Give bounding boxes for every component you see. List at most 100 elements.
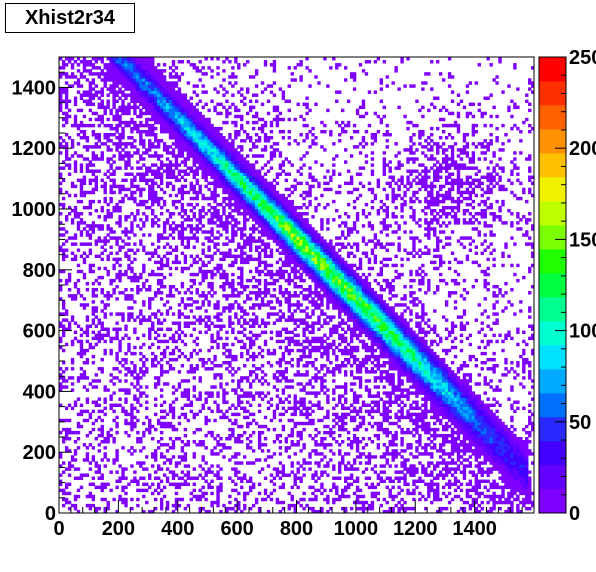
heatmap-cell [151,452,155,456]
heatmap-cell [246,294,250,298]
heatmap-cell [444,373,449,377]
heatmap-cell [210,294,214,298]
heatmap-cell [379,303,383,307]
heatmap-cell [382,409,386,414]
heatmap-cell [394,275,398,280]
heatmap-cell [284,291,288,295]
heatmap-cell [314,285,318,289]
heatmap-cell [121,467,125,471]
heatmap-cell [439,373,443,377]
heatmap-cell [388,400,392,404]
heatmap-cell [302,373,306,377]
heatmap-cell [281,370,286,374]
heatmap-cell [456,467,461,471]
heatmap-cell [510,388,514,392]
heatmap-cell [468,397,473,401]
heatmap-cell [391,391,395,395]
heatmap-cell [346,285,351,289]
heatmap-cell [305,354,309,359]
heatmap-cell [70,388,75,392]
heatmap-cell [400,379,404,383]
heatmap-cell [388,345,392,350]
heatmap-cell [317,348,321,353]
heatmap-cell [213,376,217,380]
heatmap-cell [148,430,152,435]
heatmap-cell [183,391,188,395]
heatmap-cell [382,306,386,310]
heatmap-cell [237,281,241,286]
heatmap-cell [433,400,437,404]
heatmap-cell [433,430,437,435]
heatmap-cell [156,421,161,426]
heatmap-cell [468,403,473,407]
heatmap-cell [436,488,440,493]
heatmap-cell [430,351,434,356]
heatmap-cell [397,321,401,325]
heatmap-cell [210,485,214,490]
heatmap-cell [367,437,372,441]
heatmap-cell [453,345,458,350]
heatmap-cell [483,437,487,441]
heatmap-cell [456,494,461,499]
heatmap-cell [299,318,303,322]
heatmap-cell [260,430,265,435]
heatmap-cell [287,309,291,313]
heatmap-cell [317,285,321,289]
heatmap-cell [246,479,250,483]
heatmap-cell [308,291,312,295]
heatmap-cell [79,424,84,429]
heatmap-cell [136,278,140,283]
heatmap-cell [293,476,297,480]
heatmap-cell [338,370,342,374]
heatmap-cell [358,506,363,511]
heatmap-cell [314,336,318,341]
heatmap-cell [385,306,389,310]
heatmap-cell [424,379,428,383]
heatmap-cell [263,321,268,325]
heatmap-cell [287,272,291,277]
heatmap-cell [162,400,167,404]
heatmap-cell [409,415,413,420]
heatmap-cell [349,312,354,316]
heatmap-cell [418,367,422,371]
heatmap-cell [94,373,98,377]
heatmap-cell [314,373,318,377]
heatmap-cell [272,373,277,377]
heatmap-cell [376,433,381,438]
heatmap-cell [364,443,369,447]
heatmap-cell [504,440,508,444]
heatmap-cell [213,364,217,368]
heatmap-cell [314,300,318,304]
heatmap-cell [317,403,321,407]
heatmap-cell [195,427,199,432]
heatmap-cell [154,376,158,380]
heatmap-cell [204,479,208,483]
heatmap-cell [346,461,351,465]
heatmap-cell [293,272,297,277]
heatmap-cell [370,306,375,310]
heatmap-cell [471,285,476,289]
heatmap-cell [302,309,306,313]
heatmap-cell [296,470,300,474]
heatmap-cell [142,446,146,450]
heatmap-cell [352,278,357,283]
heatmap-cell [424,367,428,371]
heatmap-cell [367,403,372,407]
heatmap-cell [498,452,502,456]
heatmap-cell [492,421,496,426]
heatmap-cell [168,364,173,368]
heatmap-cell [525,342,529,347]
heatmap-cell [287,281,291,286]
heatmap-cell [367,345,372,350]
heatmap-cell [100,473,104,477]
heatmap-cell [418,440,422,444]
heatmap-cell [418,406,422,411]
heatmap-cell [67,464,72,468]
heatmap-cell [486,509,490,514]
heatmap-cell [385,406,389,411]
heatmap-cell [471,427,476,432]
heatmap-cell [156,339,161,344]
heatmap-cell [97,339,101,344]
heatmap-cell [376,339,381,344]
heatmap-cell [364,409,369,414]
